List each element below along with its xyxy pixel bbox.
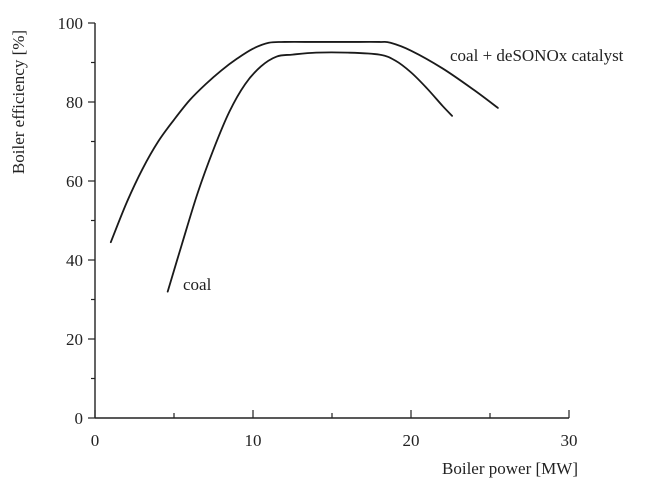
y-tick-label: 40 <box>66 251 83 270</box>
x-tick-label: 30 <box>561 431 578 450</box>
x-tick-label: 10 <box>245 431 262 450</box>
series-line-coal-desonox-catalyst <box>109 40 499 244</box>
curves <box>109 40 499 293</box>
y-tick-label: 60 <box>66 172 83 191</box>
y-tick-label: 20 <box>66 330 83 349</box>
tick-labels: 0 20 40 60 80 100 0 10 20 30 <box>58 14 578 450</box>
ticks <box>88 22 570 419</box>
y-tick-label: 0 <box>75 409 84 428</box>
x-tick-label: 0 <box>91 431 100 450</box>
x-axis-title: Boiler power [MW] <box>442 459 578 478</box>
series-label-coal-desonox: coal + deSONOx catalyst <box>450 46 624 65</box>
series-label-coal: coal <box>183 275 212 294</box>
axes <box>94 23 569 419</box>
y-axis-title: Boiler efficiency [%] <box>9 30 28 174</box>
series-line-coal <box>166 51 453 293</box>
x-tick-label: 20 <box>403 431 420 450</box>
y-tick-label: 80 <box>66 93 83 112</box>
y-tick-label: 100 <box>58 14 84 33</box>
